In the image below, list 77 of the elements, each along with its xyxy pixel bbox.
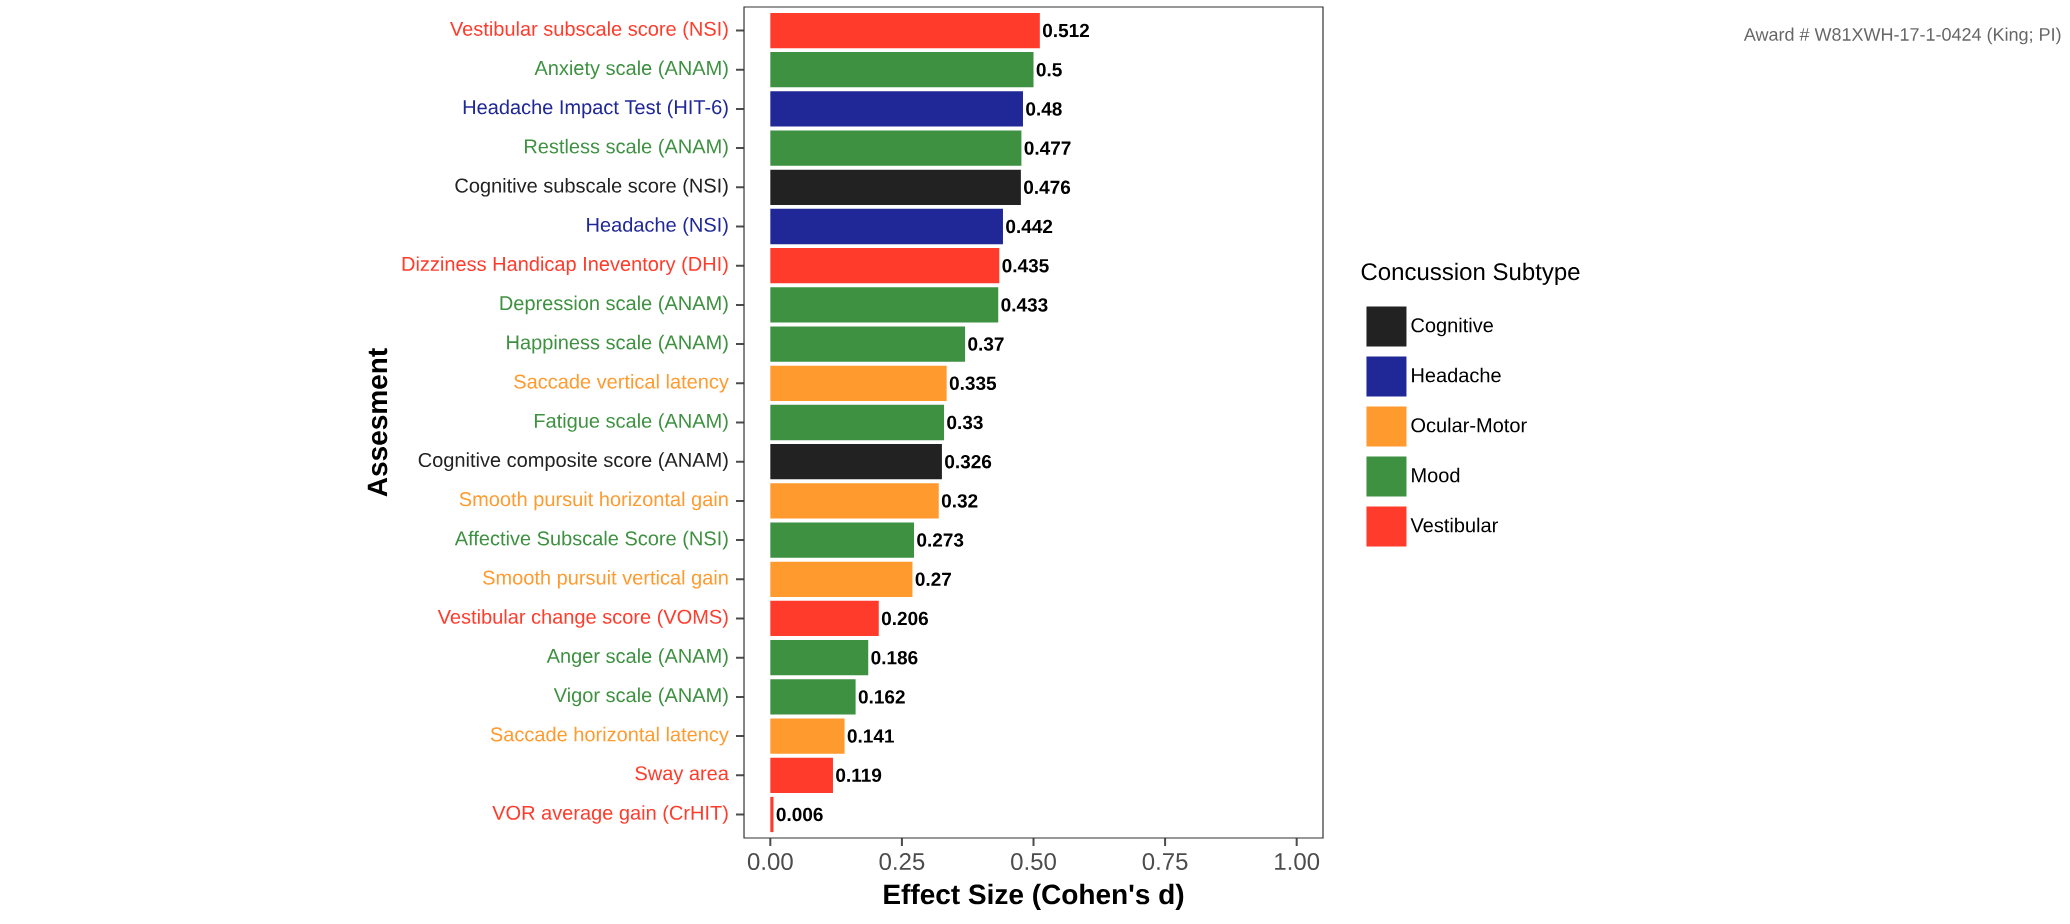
x-tick-label: 1.00 — [1275, 853, 1320, 871]
y-tick-label: Saccade horizontal latency — [490, 726, 729, 746]
bar — [770, 91, 1023, 127]
data-label: 0.186 — [871, 650, 918, 665]
y-tick-label: Vestibular subscale score (NSI) — [450, 21, 728, 40]
data-label: 0.27 — [915, 572, 951, 587]
bar — [770, 208, 1003, 245]
bar — [770, 326, 966, 362]
x-tick-label: 0.50 — [1011, 853, 1056, 871]
y-tick-label: Happiness scale (ANAM) — [507, 334, 728, 354]
bar — [770, 561, 913, 597]
x-tick-label: 0.00 — [747, 853, 793, 871]
data-label: 0.442 — [1006, 219, 1053, 234]
y-tick-label: Smooth pursuit vertical gain — [483, 569, 728, 589]
legend-label: Ocular-Motor — [1411, 417, 1527, 433]
y-tick-label: Anger scale (ANAM) — [546, 648, 728, 667]
data-label: 0.435 — [1002, 258, 1049, 273]
legend-label: Headache — [1412, 367, 1501, 383]
data-label: 0.433 — [1001, 298, 1048, 312]
y-tick-label: Fatigue scale (ANAM) — [534, 413, 728, 432]
legend-label: Cognitive — [1411, 317, 1493, 337]
data-label: 0.006 — [776, 807, 823, 822]
bar — [770, 600, 879, 637]
bar — [770, 12, 1040, 49]
data-label: 0.335 — [949, 376, 997, 391]
y-tick-label: Dizziness Handicap Ineventory (DHI) — [402, 256, 728, 276]
legend-title: Concussion Subtype — [1361, 262, 1580, 285]
y-tick-label: Depression scale (ANAM) — [500, 295, 728, 315]
data-label: 0.32 — [941, 494, 978, 508]
bar — [770, 287, 999, 323]
bar — [770, 679, 856, 715]
bar — [770, 52, 1034, 88]
x-axis-title: Effect Size (Cohen's d) — [884, 883, 1184, 910]
bar — [770, 404, 945, 441]
data-label: 0.33 — [947, 415, 983, 430]
bar — [770, 796, 774, 833]
y-tick-label: Smooth pursuit horizontal gain — [459, 491, 728, 511]
y-tick-label: Headache Impact Test (HIT-6) — [463, 99, 728, 119]
data-label: 0.141 — [847, 729, 894, 743]
data-label: 0.119 — [836, 768, 882, 783]
text: Award # W81XWH-17-1-0424 (King; PI) — [1743, 27, 2061, 45]
y-tick-label: Anxiety scale (ANAM) — [534, 60, 728, 80]
data-label: 0.273 — [917, 533, 964, 547]
legend-label: Mood — [1412, 467, 1460, 483]
bar — [770, 640, 869, 676]
y-tick-label: Affective Subscale Score (NSI) — [454, 530, 728, 550]
data-label: 0.477 — [1024, 141, 1071, 155]
data-label: 0.512 — [1042, 23, 1090, 38]
data-label: 0.5 — [1036, 62, 1062, 77]
y-tick-label: Cognitive composite score (ANAM) — [418, 452, 728, 471]
y-tick-label: Restless scale (ANAM) — [524, 138, 728, 158]
bar — [770, 483, 939, 519]
data-label: 0.48 — [1026, 102, 1062, 116]
bar — [770, 365, 947, 401]
bar — [770, 522, 915, 558]
bar — [770, 757, 833, 793]
y-axis-title: Assesment — [367, 348, 388, 497]
bar — [770, 248, 1000, 284]
data-label: 0.162 — [858, 690, 905, 704]
bar — [770, 718, 845, 754]
y-tick-label: Sway area — [635, 766, 729, 785]
y-tick-label: Vestibular change score (VOMS) — [437, 609, 728, 628]
bar — [770, 444, 942, 480]
bar — [770, 130, 1022, 166]
data-label: 0.37 — [968, 337, 1004, 351]
y-tick-label: Saccade vertical latency — [514, 373, 729, 393]
y-tick-label: Headache (NSI) — [587, 217, 728, 236]
y-tick-label: Vigor scale (ANAM) — [553, 687, 728, 707]
data-label: 0.326 — [945, 454, 992, 469]
x-tick-label: 0.75 — [1142, 853, 1188, 871]
y-tick-label: Cognitive subscale score (NSI) — [455, 177, 728, 197]
x-tick-label: 0.25 — [879, 853, 925, 871]
data-label: 0.476 — [1024, 180, 1071, 195]
data-label: 0.206 — [881, 611, 929, 626]
y-tick-label: VOR average gain (CrHIT) — [492, 805, 728, 824]
bar — [770, 169, 1021, 205]
legend-label: Vestibular — [1410, 517, 1498, 533]
